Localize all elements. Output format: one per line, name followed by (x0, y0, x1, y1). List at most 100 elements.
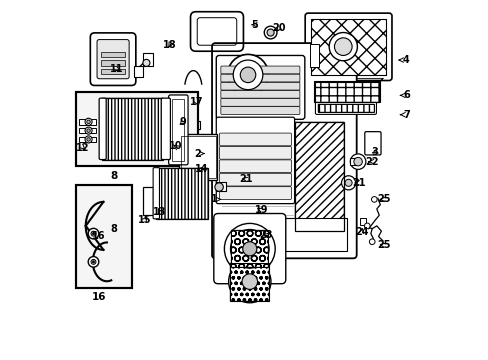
Text: 24: 24 (354, 227, 367, 237)
Text: 25: 25 (376, 240, 390, 250)
FancyBboxPatch shape (219, 187, 291, 199)
Bar (294, 122, 343, 231)
FancyBboxPatch shape (219, 133, 291, 146)
Circle shape (242, 274, 257, 289)
Bar (317, 104, 374, 112)
Circle shape (85, 136, 92, 143)
Circle shape (328, 32, 357, 61)
Bar (79, 119, 96, 125)
Bar (181, 136, 215, 178)
FancyBboxPatch shape (315, 102, 376, 114)
Bar (143, 187, 153, 215)
Bar (76, 185, 132, 288)
Bar (310, 19, 386, 75)
Circle shape (88, 228, 99, 239)
Bar (294, 122, 343, 231)
Circle shape (334, 38, 351, 55)
FancyBboxPatch shape (213, 213, 285, 284)
Bar (221, 218, 346, 251)
Text: 20: 20 (272, 23, 285, 33)
FancyBboxPatch shape (219, 173, 291, 186)
Text: 10: 10 (169, 141, 182, 152)
Bar (310, 19, 386, 75)
Text: 19: 19 (254, 205, 267, 215)
Bar (76, 92, 197, 166)
Bar (179, 134, 217, 180)
FancyBboxPatch shape (221, 66, 299, 74)
Bar (367, 136, 377, 152)
FancyBboxPatch shape (221, 82, 299, 90)
Bar (230, 262, 269, 301)
Circle shape (87, 120, 90, 123)
Bar (155, 168, 207, 219)
Circle shape (227, 54, 268, 95)
Bar (317, 104, 374, 112)
FancyBboxPatch shape (97, 40, 129, 79)
Text: 3: 3 (371, 147, 378, 157)
Circle shape (224, 224, 275, 274)
Text: 2: 2 (194, 149, 204, 158)
FancyBboxPatch shape (305, 13, 391, 81)
Circle shape (92, 233, 94, 235)
Text: 23: 23 (258, 230, 272, 240)
FancyBboxPatch shape (221, 90, 299, 98)
FancyBboxPatch shape (161, 98, 170, 159)
FancyBboxPatch shape (219, 147, 291, 159)
FancyBboxPatch shape (212, 43, 356, 258)
Circle shape (353, 157, 362, 166)
Bar (230, 262, 269, 301)
Text: 8: 8 (110, 224, 117, 234)
Circle shape (364, 223, 369, 229)
Bar (349, 158, 357, 165)
Bar (155, 168, 207, 219)
Text: 5: 5 (251, 20, 258, 30)
FancyBboxPatch shape (216, 55, 304, 119)
Text: 1: 1 (211, 194, 221, 204)
Circle shape (345, 179, 351, 186)
Circle shape (228, 260, 270, 303)
Bar (231, 230, 268, 267)
FancyBboxPatch shape (90, 33, 136, 85)
Circle shape (341, 176, 355, 190)
Bar (101, 68, 124, 74)
Text: 4: 4 (398, 55, 408, 65)
Bar (189, 93, 194, 101)
Text: 13: 13 (153, 207, 166, 217)
FancyBboxPatch shape (219, 160, 291, 172)
Bar (215, 183, 225, 191)
FancyBboxPatch shape (364, 132, 380, 155)
Bar (79, 128, 96, 134)
Bar (190, 121, 199, 129)
Text: 18: 18 (163, 40, 176, 50)
Circle shape (92, 261, 94, 263)
Circle shape (91, 259, 96, 264)
Bar (134, 66, 143, 77)
Bar (76, 185, 132, 288)
Text: 25: 25 (376, 194, 390, 204)
Text: 15: 15 (138, 215, 151, 225)
FancyBboxPatch shape (168, 95, 188, 165)
Text: 11: 11 (110, 64, 123, 74)
Bar (142, 53, 153, 66)
FancyBboxPatch shape (99, 98, 106, 159)
Bar (102, 98, 163, 159)
Circle shape (85, 118, 92, 125)
Bar (309, 44, 318, 67)
Circle shape (349, 154, 365, 170)
Bar (76, 92, 197, 166)
Bar (314, 82, 378, 102)
Circle shape (371, 197, 376, 202)
Bar (102, 98, 163, 159)
Text: 6: 6 (400, 90, 409, 100)
Circle shape (240, 67, 255, 83)
Text: 21: 21 (239, 174, 252, 184)
Bar (231, 230, 268, 267)
Bar (314, 81, 379, 102)
Circle shape (242, 242, 256, 256)
Circle shape (88, 257, 99, 267)
Circle shape (214, 183, 223, 191)
Text: 14: 14 (195, 165, 208, 174)
Bar (101, 51, 124, 57)
Circle shape (230, 229, 269, 268)
Circle shape (266, 29, 274, 36)
